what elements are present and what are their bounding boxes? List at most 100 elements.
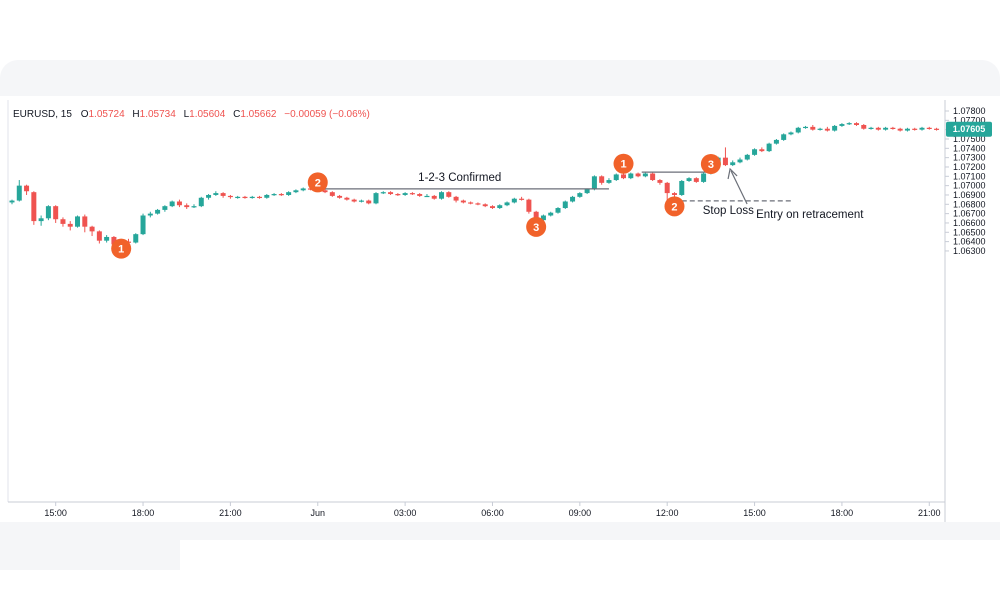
candle — [278, 193, 284, 196]
candle — [897, 127, 903, 132]
x-tick-label: 03:00 — [394, 508, 417, 518]
entry-arrow-shaft — [730, 170, 748, 205]
candle — [424, 194, 430, 198]
candle-body — [781, 134, 787, 140]
x-tick-label: 21:00 — [219, 508, 242, 518]
open-value: 1.05724 — [88, 109, 125, 120]
candle — [446, 191, 452, 198]
candle-body — [257, 196, 263, 199]
candle-body — [752, 149, 758, 155]
pattern-marker: 1 — [613, 153, 634, 174]
candle-body — [875, 127, 881, 130]
candle — [839, 123, 845, 127]
candle — [817, 127, 823, 131]
candle-body — [329, 192, 335, 196]
candle — [475, 202, 481, 206]
candle — [599, 175, 605, 185]
candle — [257, 195, 263, 199]
candle — [650, 172, 656, 181]
candle — [206, 194, 212, 200]
candle-body — [868, 127, 874, 129]
confirm-label: 1-2-3 Confirmed — [418, 172, 501, 184]
candle-body — [635, 173, 641, 177]
candle-body — [468, 202, 474, 204]
candle — [75, 215, 81, 228]
y-tick-label: 1.06300 — [953, 246, 986, 256]
candle-body — [82, 216, 88, 227]
candle-body — [169, 201, 175, 207]
candle — [380, 191, 386, 195]
y-tick-label: 1.07000 — [953, 181, 986, 191]
candle — [489, 205, 495, 209]
candle-body — [577, 193, 583, 197]
candle-body — [453, 196, 459, 201]
candle — [766, 142, 772, 153]
candle-body — [584, 189, 590, 194]
candle-body — [409, 193, 415, 195]
candle — [628, 172, 634, 180]
y-tick-label: 1.07100 — [953, 171, 986, 181]
candle — [810, 124, 816, 131]
candle — [53, 205, 59, 223]
candle-body — [162, 206, 168, 210]
candle-body — [533, 211, 539, 221]
candle — [686, 177, 692, 182]
pattern-marker-circle — [307, 172, 328, 193]
candle — [883, 126, 889, 131]
pattern-marker-circle — [700, 153, 721, 174]
candle-body — [599, 176, 605, 183]
candle-body — [322, 190, 328, 193]
pattern-marker-label: 3 — [708, 159, 714, 171]
candle-body — [803, 126, 809, 129]
candle-body — [897, 128, 903, 131]
candle — [344, 196, 350, 201]
candle-body — [817, 128, 823, 130]
candle-body — [38, 218, 44, 222]
candle-body — [839, 124, 845, 126]
candle — [38, 215, 44, 226]
candle-body — [788, 132, 794, 135]
candle — [169, 200, 175, 208]
candle — [147, 211, 153, 218]
pattern-marker: 2 — [664, 196, 685, 217]
candle — [24, 184, 30, 195]
candle-body — [96, 231, 102, 241]
plot-frame — [0, 96, 946, 522]
candle — [482, 203, 488, 208]
candle — [395, 193, 401, 196]
candle — [497, 204, 503, 209]
candle-body — [344, 197, 350, 200]
pattern-marker-label: 2 — [315, 177, 321, 189]
candle — [286, 191, 292, 196]
pattern-marker-circle — [613, 153, 634, 174]
candle — [184, 203, 190, 209]
candle — [322, 189, 328, 194]
candle-body — [424, 195, 430, 198]
candle — [16, 180, 22, 202]
candle-body — [664, 182, 670, 194]
candle — [919, 126, 925, 131]
candle-body — [184, 205, 190, 208]
stop-loss-label: Stop Loss — [703, 205, 754, 217]
candle — [744, 153, 750, 161]
candle — [264, 194, 270, 199]
candle-body — [642, 173, 648, 177]
y-tick-label: 1.07300 — [953, 153, 986, 163]
candle — [67, 221, 73, 231]
last-price-tag: 1.07605 — [946, 121, 992, 137]
pattern-marker: 2 — [307, 172, 328, 193]
candle-body — [140, 215, 146, 235]
candle-body — [155, 209, 161, 214]
candle — [220, 192, 226, 198]
candle — [133, 233, 139, 244]
y-tick-label: 1.06600 — [953, 218, 986, 228]
pattern-marker: 3 — [526, 216, 547, 237]
candle — [96, 230, 102, 244]
candle — [861, 124, 867, 130]
candle-body — [242, 196, 248, 199]
chart-header: EURUSD, 15 O1.05724 H1.05734 L1.05604 C1… — [13, 109, 370, 120]
pattern-marker-circle — [526, 216, 547, 237]
candle — [519, 196, 525, 201]
candle-body — [919, 127, 925, 130]
